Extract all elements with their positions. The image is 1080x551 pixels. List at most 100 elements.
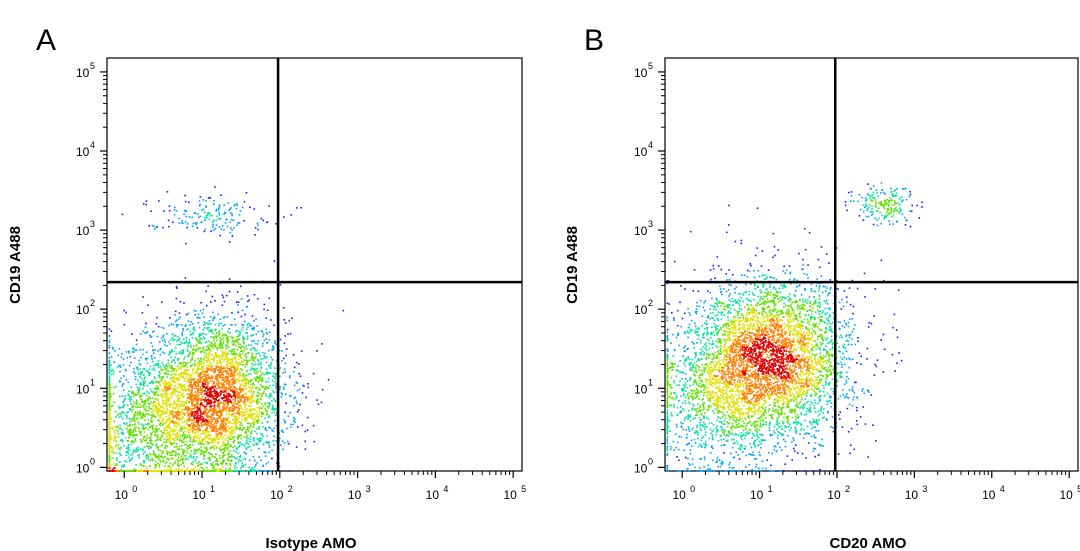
event-point-a: [238, 404, 241, 407]
event-point-a: [255, 420, 258, 423]
event-point-a: [243, 396, 245, 399]
event-point-a: [154, 392, 157, 394]
event-point-a: [203, 406, 206, 409]
event-point-a: [224, 222, 227, 224]
event-point-a: [188, 369, 190, 371]
event-point-a: [113, 462, 115, 465]
event-point-a: [162, 375, 165, 378]
event-point-a: [205, 422, 207, 425]
event-point-a: [193, 405, 196, 408]
event-point-a: [142, 380, 145, 382]
event-point-a: [283, 418, 285, 421]
event-point-a: [250, 413, 253, 416]
event-point-a: [262, 385, 265, 388]
event-point-a: [131, 439, 134, 442]
event-point-a: [190, 374, 192, 376]
event-point-a: [200, 357, 202, 359]
event-point-a: [211, 345, 214, 348]
event-point-a: [267, 372, 270, 374]
event-point-a: [178, 445, 181, 448]
event-point-a: [118, 364, 121, 367]
event-point-a: [256, 370, 259, 373]
event-point-a: [157, 364, 160, 367]
event-point-a: [173, 387, 176, 390]
event-point-a: [147, 419, 150, 421]
event-point-a: [265, 368, 268, 371]
event-point-a: [222, 385, 224, 387]
event-point-a: [230, 378, 233, 381]
event-point-a: [130, 398, 133, 400]
event-point-a: [191, 225, 194, 228]
event-point-a: [185, 403, 188, 405]
event-point-a: [118, 452, 121, 454]
event-point-a: [166, 419, 168, 422]
event-point-a: [147, 371, 150, 373]
event-point-a: [155, 465, 157, 467]
event-point-a: [204, 446, 206, 449]
event-point-a: [123, 400, 126, 402]
event-point-a: [199, 317, 201, 319]
event-point-a: [163, 441, 165, 444]
event-point-a: [189, 413, 192, 416]
event-point-a: [228, 413, 231, 416]
event-point-a: [129, 429, 132, 432]
event-point-a: [301, 424, 304, 427]
event-point-a: [145, 409, 148, 412]
event-point-a: [233, 227, 235, 229]
event-point-a: [198, 216, 200, 219]
event-point-a: [262, 425, 264, 428]
event-point-a: [260, 367, 262, 369]
event-point-a: [198, 429, 200, 432]
event-point-a: [225, 372, 228, 375]
event-point-a: [190, 399, 192, 402]
event-point-a: [199, 392, 202, 395]
event-point-a: [108, 463, 111, 466]
event-point-a: [120, 469, 123, 471]
event-point-a: [129, 395, 132, 398]
event-point-a: [247, 443, 250, 445]
event-point-a: [180, 373, 183, 376]
event-point-a: [239, 374, 242, 377]
event-point-a: [236, 470, 238, 472]
event-point-a: [150, 438, 152, 440]
event-point-a: [154, 434, 156, 436]
event-point-a: [166, 345, 168, 347]
event-point-a: [266, 440, 268, 443]
event-point-a: [228, 421, 230, 424]
event-point-a: [145, 331, 147, 334]
event-point-a: [284, 421, 286, 424]
event-point-a: [271, 408, 273, 410]
event-point-a: [197, 398, 200, 401]
event-point-a: [117, 426, 119, 429]
event-point-a: [108, 449, 111, 452]
event-point-a: [188, 423, 191, 426]
event-point-a: [188, 455, 191, 458]
event-point-a: [145, 445, 148, 447]
event-point-a: [170, 427, 172, 430]
event-point-a: [174, 411, 176, 414]
event-point-a: [216, 438, 219, 440]
event-point-a: [226, 339, 229, 341]
event-point-a: [205, 333, 207, 336]
event-point-a: [181, 459, 184, 461]
event-point-a: [138, 389, 141, 391]
event-point-a: [238, 213, 241, 216]
event-point-a: [176, 365, 179, 368]
event-point-a: [178, 397, 181, 400]
event-point-a: [118, 470, 120, 472]
event-point-a: [220, 410, 223, 412]
event-point-a: [212, 319, 214, 321]
event-point-a: [192, 427, 194, 430]
event-point-a: [108, 445, 111, 448]
event-point-a: [148, 405, 150, 408]
event-point-a: [227, 365, 229, 367]
event-point-a: [262, 464, 265, 467]
event-point-a: [250, 344, 252, 347]
event-point-a: [127, 440, 129, 442]
event-point-a: [165, 441, 167, 444]
event-point-a: [161, 339, 164, 342]
event-point-a: [185, 313, 188, 316]
event-point-a: [123, 323, 126, 326]
event-point-a: [245, 432, 247, 435]
event-point-a: [223, 386, 226, 389]
